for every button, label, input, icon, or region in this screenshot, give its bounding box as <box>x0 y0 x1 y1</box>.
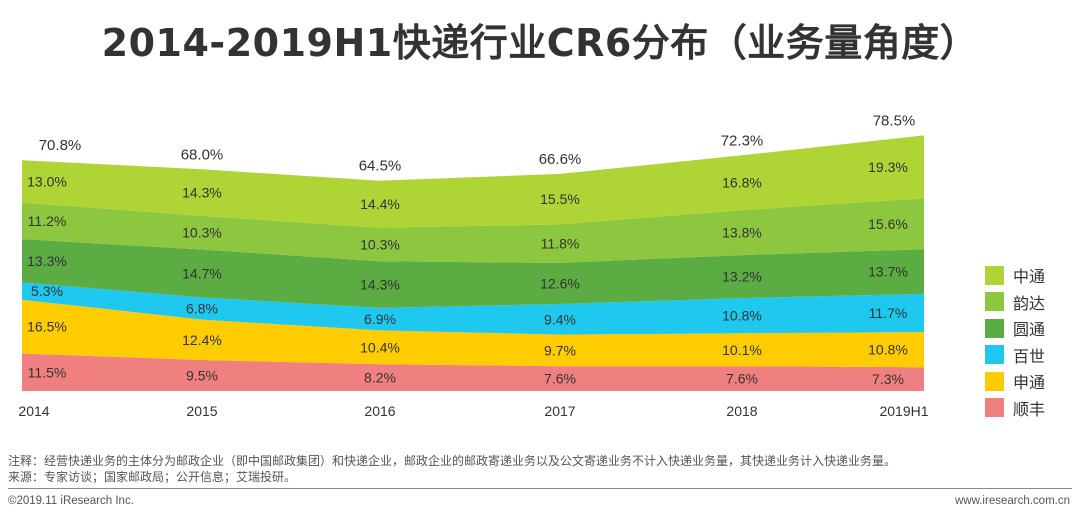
label-中通-2017: 15.5% <box>540 191 580 207</box>
legend-item-中通: 中通 <box>985 262 1045 289</box>
label-顺丰-2018: 7.6% <box>726 371 758 387</box>
legend-item-申通: 申通 <box>985 368 1045 395</box>
label-韵达-2018: 13.8% <box>722 225 762 241</box>
label-顺丰-2014: 11.5% <box>28 364 67 380</box>
legend-swatch-申通 <box>985 371 1004 391</box>
label-韵达-2019H1: 15.6% <box>868 216 908 232</box>
legend-item-百世: 百世 <box>985 342 1045 369</box>
chart-legend: 中通韵达圆通百世申通顺丰 <box>985 262 1045 421</box>
x-axis-ticks: 2014 2015 2016 2017 2018 2019H1 <box>18 403 928 419</box>
legend-label-韵达: 韵达 <box>1013 293 1046 313</box>
area-顺丰 <box>22 353 924 391</box>
label-韵达-2016: 10.3% <box>360 236 400 252</box>
label-申通-2018: 10.1% <box>722 342 762 358</box>
x-tick-2016: 2016 <box>364 403 395 419</box>
label-中通-2015: 14.3% <box>182 185 222 201</box>
label-申通-2019H1: 10.8% <box>868 342 908 358</box>
label-百世-2019H1: 11.7% <box>869 305 908 321</box>
legend-swatch-百世 <box>985 345 1004 365</box>
area-中通 <box>22 135 924 228</box>
label-百世-2015: 6.8% <box>186 301 218 317</box>
legend-item-顺丰: 顺丰 <box>985 395 1045 422</box>
x-tick-2015: 2015 <box>186 403 217 419</box>
legend-label-顺丰: 顺丰 <box>1013 399 1046 419</box>
stacked-area-chart: 11.5% 9.5% 8.2% 7.6% 7.6% 7.3% 16.5% 12.4% 10.4%… <box>18 112 928 419</box>
label-中通-2018: 16.8% <box>722 175 762 191</box>
total-label-2014: 70.8% <box>39 137 82 154</box>
segment-labels: 11.5% 9.5% 8.2% 7.6% 7.6% 7.3% 16.5% 12.4% 10.4%… <box>27 159 908 387</box>
total-label-2018: 72.3% <box>721 132 764 149</box>
footnote-note: 注释：经营快递业务的主体分为邮政企业（即中国邮政集团）和快递企业，邮政企业的邮政… <box>8 454 897 468</box>
label-申通-2017: 9.7% <box>544 342 576 358</box>
label-百世-2018: 10.8% <box>722 308 762 324</box>
legend-swatch-韵达 <box>985 292 1004 312</box>
label-圆通-2019H1: 13.7% <box>868 264 908 280</box>
website-text: www.iresearch.com.cn <box>954 495 1070 507</box>
legend-item-圆通: 圆通 <box>985 315 1045 342</box>
label-申通-2015: 12.4% <box>182 332 222 348</box>
legend-label-圆通: 圆通 <box>1013 320 1046 340</box>
label-圆通-2014: 13.3% <box>27 253 67 269</box>
legend-label-申通: 申通 <box>1013 373 1046 393</box>
label-中通-2019H1: 19.3% <box>868 159 908 175</box>
copyright-text: ©2019.11 iResearch Inc. <box>8 495 134 507</box>
x-tick-2018: 2018 <box>726 403 757 419</box>
legend-label-百世: 百世 <box>1013 346 1046 366</box>
x-tick-2017: 2017 <box>544 403 575 419</box>
area-申通 <box>22 299 924 368</box>
area-圆通 <box>22 239 924 308</box>
total-labels: 70.8% 68.0% 64.5% 66.6% 72.3% 78.5% <box>39 112 916 174</box>
x-tick-2019H1: 2019H1 <box>879 403 928 419</box>
label-中通-2016: 14.4% <box>360 196 400 212</box>
x-tick-2014: 2014 <box>18 403 49 419</box>
label-圆通-2015: 14.7% <box>182 265 222 281</box>
footer-divider <box>8 488 1072 489</box>
label-申通-2014: 16.5% <box>27 319 67 335</box>
label-圆通-2016: 14.3% <box>360 277 400 293</box>
total-label-2019H1: 78.5% <box>873 112 916 129</box>
label-韵达-2014: 11.2% <box>28 213 67 229</box>
label-申通-2016: 10.4% <box>360 339 400 355</box>
label-顺丰-2017: 7.6% <box>544 371 576 387</box>
label-中通-2014: 13.0% <box>27 173 67 189</box>
total-label-2017: 66.6% <box>539 151 582 168</box>
legend-swatch-中通 <box>985 265 1004 285</box>
area-layers <box>22 135 924 391</box>
label-百世-2017: 9.4% <box>544 311 576 327</box>
chart-title: 2014-2019H1快递行业CR6分布（业务量角度） <box>101 21 979 65</box>
area-百世 <box>22 282 924 335</box>
label-百世-2014: 5.3% <box>31 283 63 299</box>
label-圆通-2018: 13.2% <box>722 269 762 285</box>
label-圆通-2017: 12.6% <box>540 275 580 291</box>
legend-swatch-顺丰 <box>985 398 1004 418</box>
legend-item-韵达: 韵达 <box>985 289 1045 316</box>
area-韵达 <box>22 198 924 263</box>
label-百世-2016: 6.9% <box>364 311 396 327</box>
label-顺丰-2016: 8.2% <box>364 370 396 386</box>
footnote-source: 来源：专家访谈；国家邮政局；公开信息；艾瑞投研。 <box>8 470 297 484</box>
legend-swatch-圆通 <box>985 318 1004 338</box>
label-韵达-2017: 11.8% <box>541 236 580 252</box>
total-label-2015: 68.0% <box>181 146 224 163</box>
label-韵达-2015: 10.3% <box>182 225 222 241</box>
label-顺丰-2015: 9.5% <box>186 368 218 384</box>
legend-label-中通: 中通 <box>1013 267 1046 287</box>
label-顺丰-2019H1: 7.3% <box>872 371 904 387</box>
total-label-2016: 64.5% <box>359 158 402 175</box>
